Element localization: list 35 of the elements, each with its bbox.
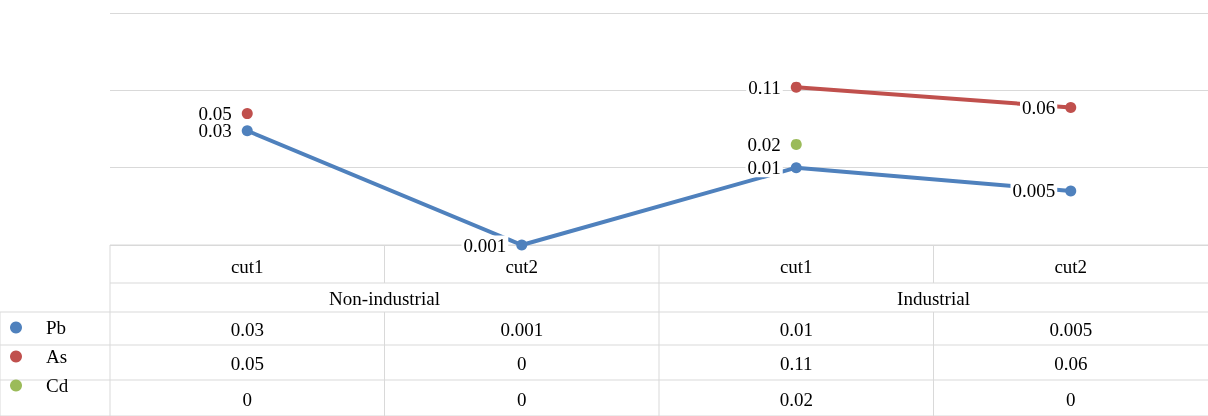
text: Non-industrial [329, 288, 440, 309]
point [790, 138, 802, 150]
data-label: 0.05 [230, 353, 264, 374]
data-label: 0.01 [779, 319, 813, 340]
text: 0.01 [747, 157, 781, 179]
text: 0.005 [1012, 180, 1056, 202]
data-label: 0.005 [1049, 319, 1093, 340]
point [790, 162, 802, 174]
point [790, 81, 802, 93]
x-tick-label: cut1 [230, 256, 264, 277]
data-label: 0.06 [1054, 353, 1088, 374]
text: 0 [517, 353, 527, 374]
legend-label: Pb [46, 317, 67, 338]
text: 0.11 [748, 76, 781, 98]
text: 0.06 [1022, 96, 1056, 118]
point [1065, 185, 1077, 197]
point [241, 108, 253, 120]
x-tick-label: cut2 [1054, 256, 1088, 277]
point [241, 125, 253, 137]
text: 0 [1066, 388, 1076, 410]
data-label: 0.11 [779, 353, 813, 374]
text: Industrial [897, 288, 970, 309]
text: 0.02 [779, 388, 813, 410]
data-label: 0.02 [747, 133, 781, 155]
point [516, 239, 528, 251]
legend-label: Cd [46, 375, 69, 396]
legend-label: As [46, 346, 68, 367]
text: 0 [517, 388, 527, 410]
data-label: 0.03 [230, 319, 264, 340]
x-tick-label: cut1 [779, 256, 813, 277]
text: 0.001 [463, 234, 507, 256]
x-tick-label: cut2 [505, 256, 539, 277]
data-label: 0.001 [500, 319, 544, 340]
text: 0 [242, 388, 252, 410]
point [1065, 101, 1077, 113]
